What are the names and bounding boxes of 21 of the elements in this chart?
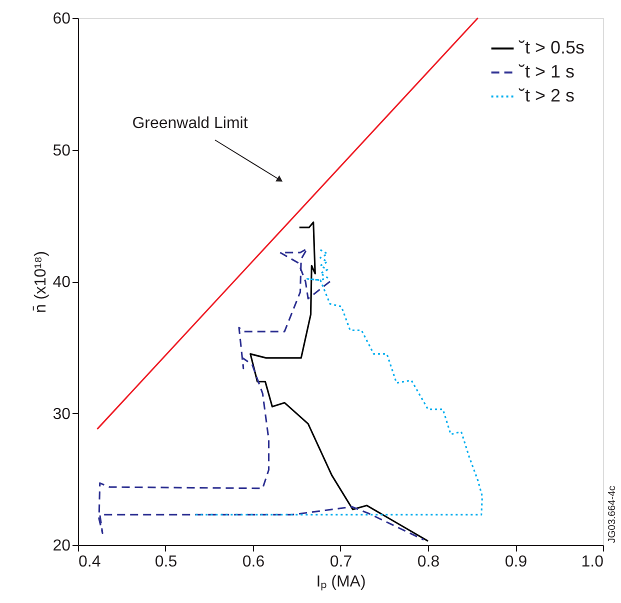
x-tick-label: 0.4 bbox=[78, 554, 101, 570]
line-series bbox=[250, 221, 429, 542]
y-axis-title: n̄ (x10¹⁸) bbox=[32, 251, 50, 313]
x-axis-title: Iₚ (MA) bbox=[316, 574, 366, 590]
x-tick-label: 0.9 bbox=[504, 554, 528, 570]
y-tick-label: 30 bbox=[52, 406, 71, 423]
y-tick-label: 50 bbox=[52, 142, 71, 160]
legend-label: ˘t > 1 s bbox=[518, 62, 575, 82]
x-tick-label: 0.7 bbox=[330, 554, 352, 570]
x-tick-label: 1.0 bbox=[581, 554, 604, 570]
x-tick-label: 0.5 bbox=[154, 554, 178, 570]
y-tick-label: 20 bbox=[52, 538, 71, 554]
x-tick-label: 0.8 bbox=[417, 554, 440, 570]
text: JG03.664-4c bbox=[607, 486, 618, 543]
legend-label: ˘t > 2 s bbox=[518, 86, 575, 106]
annotation: Greenwald Limit bbox=[132, 115, 248, 132]
legend-label: ˘t > 0.5s bbox=[518, 38, 585, 58]
y-tick-label: 40 bbox=[52, 274, 71, 291]
y-tick-label: 60 bbox=[52, 10, 71, 28]
line-series bbox=[98, 248, 424, 541]
x-tick-label: 0.6 bbox=[242, 554, 265, 570]
